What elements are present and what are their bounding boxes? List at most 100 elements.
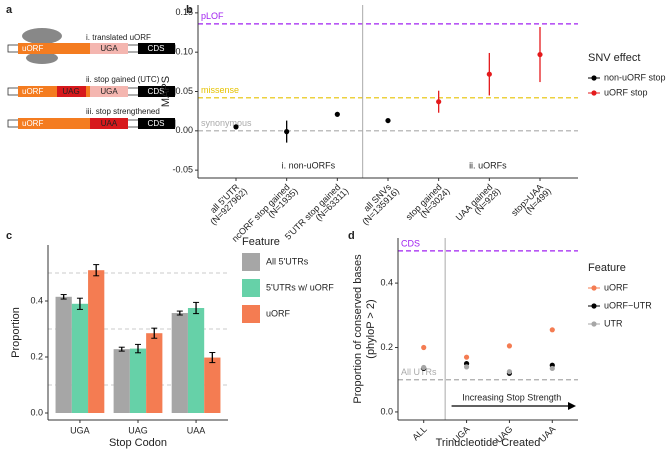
- row-title: i. translated uORF: [86, 33, 151, 42]
- segment: [90, 118, 128, 129]
- point: [385, 117, 391, 124]
- segment-label: uORF: [22, 44, 43, 53]
- x-tick-label: ALL: [410, 424, 428, 442]
- point: [506, 369, 513, 375]
- point: [284, 129, 290, 135]
- y-axis-title: Proportion of conserved bases: [352, 254, 364, 404]
- segment-label: CDS: [148, 44, 165, 53]
- reference-label: CDS: [401, 238, 420, 248]
- legend-title: Feature: [588, 262, 626, 274]
- legend-swatch: [591, 321, 597, 327]
- point: [463, 354, 470, 360]
- point: [537, 51, 543, 58]
- segment-label: UAG: [62, 87, 79, 96]
- segment: [57, 86, 86, 97]
- legend-label: uORF: [604, 282, 629, 292]
- legend-swatch: [591, 90, 597, 96]
- y-axis-title: Proportion: [10, 307, 22, 358]
- arrow-head: [568, 402, 576, 410]
- panel-label: b: [186, 4, 193, 16]
- y-tick-label: 0.10: [175, 47, 193, 57]
- point: [233, 124, 239, 130]
- legend-label: uORF−UTR: [604, 300, 652, 310]
- reference-label: synonymous: [201, 118, 252, 128]
- segment: [18, 118, 90, 129]
- point: [549, 365, 555, 372]
- reference-label: All UTRs: [401, 367, 437, 377]
- legend-label: All 5'UTRs: [266, 256, 309, 266]
- segment: [90, 86, 128, 97]
- segment: [138, 86, 175, 97]
- y-tick-label: 0.00: [175, 125, 193, 135]
- segment: [138, 43, 175, 54]
- x-tick-label: UAG: [128, 425, 148, 435]
- annotation: Increasing Stop Strength: [462, 392, 561, 402]
- ribosome: [22, 28, 62, 44]
- bar: [146, 333, 163, 413]
- y-tick-label: 0.0: [30, 407, 43, 417]
- group-label: i. non-uORFs: [282, 160, 336, 170]
- y-tick-label: 0.05: [175, 86, 193, 96]
- point: [421, 364, 427, 371]
- legend-label: 5'UTRs w/ uORF: [266, 282, 334, 292]
- legend-swatch: [591, 303, 597, 309]
- segment: [18, 43, 90, 54]
- legend-swatch: [591, 285, 597, 291]
- panel-label: a: [6, 4, 13, 16]
- legend-label: non-uORF stop: [604, 72, 666, 82]
- plot-background: [198, 5, 578, 178]
- y-tick-label: 0.15: [175, 7, 193, 17]
- y-tick-label: 0.2: [30, 351, 43, 361]
- x-tick-label: UAA: [187, 425, 206, 435]
- legend-title: Feature: [242, 236, 280, 248]
- segment-label: UGA: [100, 44, 118, 53]
- panel-label: c: [6, 230, 12, 242]
- point: [334, 111, 340, 117]
- x-tick-label: UGA: [70, 425, 90, 435]
- y-tick-label: 0.4: [30, 295, 43, 305]
- bar: [171, 313, 188, 413]
- legend-swatch: [591, 75, 597, 81]
- segment-label: UGA: [100, 87, 118, 96]
- x-axis-title: Trinucleotide Created: [436, 437, 541, 449]
- segment-label: uORF: [22, 87, 43, 96]
- bar: [129, 348, 147, 413]
- y-tick-label: 0.0: [380, 406, 393, 416]
- bar: [71, 303, 89, 413]
- legend-swatch: [242, 279, 260, 297]
- row-title: iii. stop strengthened: [86, 107, 160, 116]
- segment: [138, 118, 175, 129]
- legend-swatch: [242, 253, 260, 271]
- segment: [90, 43, 128, 54]
- legend-label: uORF stop: [604, 87, 648, 97]
- point: [486, 71, 492, 77]
- bar: [88, 270, 105, 413]
- point: [463, 364, 470, 370]
- legend-label: uORF: [266, 308, 291, 318]
- legend-swatch: [242, 305, 260, 323]
- group-label: ii. uORFs: [469, 160, 507, 170]
- y-tick-label: -0.05: [172, 165, 193, 175]
- point: [549, 327, 555, 333]
- row-title: ii. stop gained (UTC): [86, 75, 160, 84]
- segment-label: uORF: [22, 119, 43, 128]
- segment-label: CDS: [148, 119, 165, 128]
- x-axis-title: Stop Codon: [109, 437, 167, 449]
- diagram: i. translated uORF uORF UGA CDS ii. stop…: [7, 28, 176, 129]
- y-axis-title: MAPS: [160, 76, 172, 107]
- plot-background: [398, 238, 578, 420]
- point: [506, 343, 513, 349]
- bar: [113, 349, 130, 413]
- segment-label: UAA: [101, 119, 118, 128]
- point: [436, 99, 442, 105]
- segment-label: CDS: [148, 87, 165, 96]
- reference-label: pLOF: [201, 11, 224, 21]
- bar: [187, 308, 205, 413]
- point: [421, 344, 427, 351]
- panel-label: d: [348, 230, 355, 242]
- reference-label: missense: [201, 85, 239, 95]
- ribosome: [26, 52, 58, 64]
- y-axis-title: (phyloP > 2): [365, 299, 377, 358]
- y-tick-label: 0.4: [380, 277, 393, 287]
